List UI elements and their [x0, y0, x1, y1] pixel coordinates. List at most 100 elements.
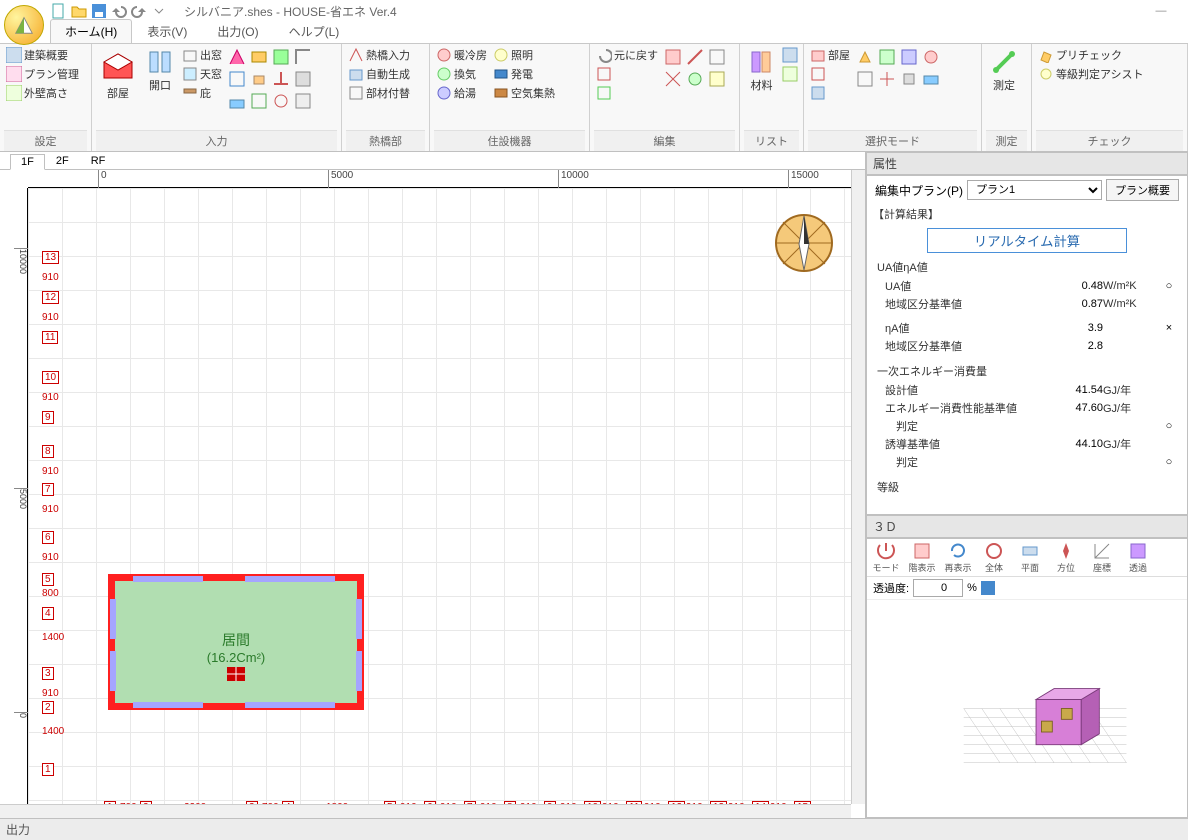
- plan-manage-button[interactable]: プラン管理: [4, 65, 81, 83]
- select-tool-icon[interactable]: [922, 70, 940, 88]
- 3d-viewport[interactable]: [867, 600, 1187, 817]
- drawing-canvas[interactable]: 0 5000 10000 15000 10000 5000 0: [0, 170, 865, 818]
- dimension-label: 800: [42, 588, 59, 599]
- edit-tool-icon[interactable]: [686, 48, 704, 66]
- tab-view[interactable]: 表示(V): [132, 19, 202, 43]
- material-replace-button[interactable]: 部材付替: [346, 84, 412, 102]
- plan-select[interactable]: プラン1: [967, 180, 1102, 200]
- opening-button[interactable]: 開口: [142, 46, 178, 95]
- prop-row: 設計値41.54GJ/年: [867, 381, 1187, 399]
- list-tool-icon[interactable]: [781, 65, 799, 83]
- prop-row: 地域区分基準値2.8: [867, 337, 1187, 355]
- lighting-button[interactable]: 照明: [491, 46, 557, 64]
- list-tool-icon[interactable]: [781, 46, 799, 64]
- air-collect-button[interactable]: 空気集熱: [491, 84, 557, 102]
- realtime-calc-button[interactable]: リアルタイム計算: [927, 228, 1127, 253]
- redo-icon[interactable]: [130, 2, 148, 20]
- select-tool-icon[interactable]: [808, 84, 852, 102]
- 3d-all-button[interactable]: 全体: [977, 541, 1011, 574]
- opacity-color-icon[interactable]: [981, 581, 995, 595]
- room-shape[interactable]: 居間 (16.2Cm²): [108, 574, 364, 710]
- select-tool-icon[interactable]: [856, 48, 874, 66]
- undo-icon[interactable]: [110, 2, 128, 20]
- 3d-plan-button[interactable]: 平面: [1013, 541, 1047, 574]
- edit-tool-icon[interactable]: [686, 70, 704, 88]
- shape-tool-icon[interactable]: [250, 70, 268, 88]
- 3d-header: ３Ｄ: [866, 515, 1188, 538]
- ribbon-tabs: ホーム(H) 表示(V) 出力(O) ヘルプ(L): [0, 22, 1188, 44]
- shape-tool-icon[interactable]: [272, 70, 290, 88]
- edit-tool-icon[interactable]: [708, 70, 726, 88]
- shape-tool-icon[interactable]: [250, 92, 268, 110]
- tab-help[interactable]: ヘルプ(L): [274, 19, 355, 43]
- ruler-horizontal: 0 5000 10000 15000: [28, 170, 851, 188]
- dimension-label: 4: [42, 608, 54, 619]
- select-tool-icon[interactable]: [900, 70, 918, 88]
- 3d-refresh-button[interactable]: 再表示: [941, 541, 975, 574]
- floor-tab-2f[interactable]: 2F: [45, 153, 80, 169]
- opacity-input[interactable]: [913, 579, 963, 597]
- building-summary-button[interactable]: 建築概要: [4, 46, 81, 64]
- new-icon[interactable]: [50, 2, 68, 20]
- edit-tool-icon[interactable]: [664, 48, 682, 66]
- edit-tool-icon[interactable]: [594, 84, 660, 102]
- plan-summary-button[interactable]: プラン概要: [1106, 179, 1179, 201]
- shape-tool-icon[interactable]: [250, 48, 268, 66]
- room-button[interactable]: 部屋: [96, 46, 140, 103]
- save-icon[interactable]: [90, 2, 108, 20]
- select-tool-icon[interactable]: [808, 65, 852, 83]
- select-room-button[interactable]: 部屋: [808, 46, 852, 64]
- ventilation-button[interactable]: 換気: [434, 65, 489, 83]
- app-menu-button[interactable]: [4, 5, 44, 45]
- 3d-coord-button[interactable]: 座標: [1085, 541, 1119, 574]
- scrollbar-horizontal[interactable]: [0, 804, 851, 818]
- 3d-trans-button[interactable]: 透過: [1121, 541, 1155, 574]
- undo-button[interactable]: 元に戻す: [594, 46, 660, 64]
- precheck-button[interactable]: プリチェック: [1036, 46, 1146, 64]
- floor-tab-1f[interactable]: 1F: [10, 154, 45, 170]
- edit-tool-icon[interactable]: [664, 70, 682, 88]
- shape-tool-icon[interactable]: [294, 48, 312, 66]
- hvac-button[interactable]: 暖冷房: [434, 46, 489, 64]
- select-tool-icon[interactable]: [900, 48, 918, 66]
- shape-tool-icon[interactable]: [228, 48, 246, 66]
- edit-tool-icon[interactable]: [708, 48, 726, 66]
- measure-button[interactable]: 測定: [986, 46, 1022, 95]
- minimize-button[interactable]: —: [1146, 2, 1176, 20]
- status-text: 出力: [6, 821, 30, 838]
- material-button[interactable]: 材料: [744, 46, 779, 95]
- bridge-input-button[interactable]: 熱橋入力: [346, 46, 412, 64]
- select-tool-icon[interactable]: [878, 70, 896, 88]
- tab-home[interactable]: ホーム(H): [50, 19, 132, 43]
- select-tool-icon[interactable]: [922, 48, 940, 66]
- skylight-button[interactable]: 天窓: [180, 65, 224, 83]
- dimension-label: 910: [42, 466, 59, 477]
- scrollbar-vertical[interactable]: [851, 170, 865, 804]
- ua-section: UA値ηA値: [867, 257, 1187, 277]
- shape-tool-icon[interactable]: [228, 92, 246, 110]
- select-tool-icon[interactable]: [878, 48, 896, 66]
- power-gen-button[interactable]: 発電: [491, 65, 557, 83]
- opacity-unit: %: [967, 582, 977, 594]
- grid-area: 1391012910111091098910791069105800414003…: [28, 188, 865, 818]
- hotwater-button[interactable]: 給湯: [434, 84, 489, 102]
- grade-assist-button[interactable]: 等級判定アシスト: [1036, 65, 1146, 83]
- floor-tab-rf[interactable]: RF: [80, 153, 117, 169]
- edit-tool-icon[interactable]: [594, 65, 660, 83]
- bay-window-button[interactable]: 出窓: [180, 46, 224, 64]
- 3d-floor-button[interactable]: 階表示: [905, 541, 939, 574]
- 3d-mode-button[interactable]: モード: [869, 541, 903, 574]
- shape-tool-icon[interactable]: [294, 70, 312, 88]
- shape-tool-icon[interactable]: [294, 92, 312, 110]
- eaves-button[interactable]: 庇: [180, 84, 224, 102]
- shape-tool-icon[interactable]: [272, 92, 290, 110]
- 3d-direction-button[interactable]: 方位: [1049, 541, 1083, 574]
- shape-tool-icon[interactable]: [272, 48, 290, 66]
- auto-gen-button[interactable]: 自動生成: [346, 65, 412, 83]
- select-tool-icon[interactable]: [856, 70, 874, 88]
- qat-dropdown-icon[interactable]: [150, 2, 168, 20]
- tab-output[interactable]: 出力(O): [202, 19, 273, 43]
- open-icon[interactable]: [70, 2, 88, 20]
- shape-tool-icon[interactable]: [228, 70, 246, 88]
- wall-height-button[interactable]: 外壁高さ: [4, 84, 81, 102]
